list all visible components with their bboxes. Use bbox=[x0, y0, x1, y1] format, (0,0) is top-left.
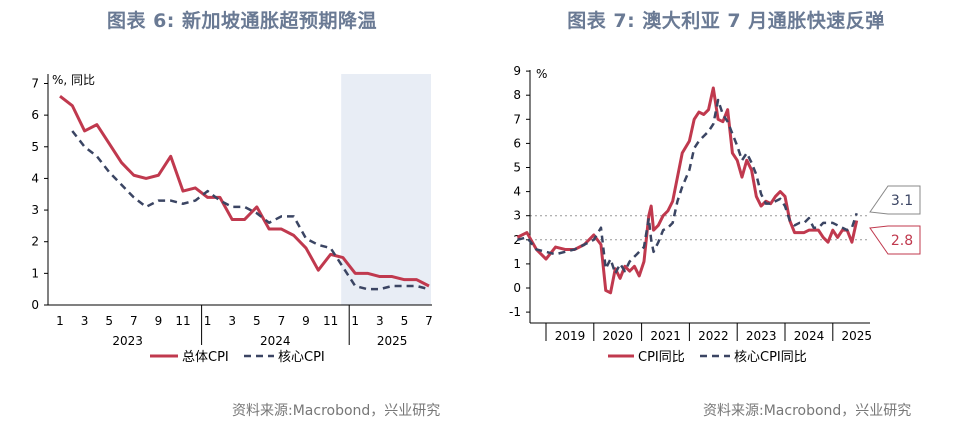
legend-label-cpi: CPI同比 bbox=[638, 350, 685, 365]
x-tick-label: 5 bbox=[253, 314, 261, 328]
x-year-label: 2025 bbox=[842, 329, 873, 343]
chart-title: 图表 6: 新加坡通胀超预期降温 bbox=[106, 10, 378, 32]
y-tick-label: 1 bbox=[513, 257, 521, 271]
series-line-core-cpi bbox=[517, 98, 858, 275]
unit-label: %, 同比 bbox=[52, 73, 95, 87]
x-year-label: 2022 bbox=[698, 329, 729, 343]
x-tick-label: 9 bbox=[155, 314, 163, 328]
y-tick-label: 8 bbox=[513, 88, 521, 102]
x-tick-label: 7 bbox=[278, 314, 286, 328]
annotation-box-cpi bbox=[869, 225, 921, 255]
y-tick-label: -1 bbox=[509, 305, 521, 319]
x-year-label: 2019 bbox=[555, 329, 586, 343]
y-tick-label: 6 bbox=[513, 136, 521, 150]
annotation-value-core: 3.1 bbox=[891, 193, 913, 209]
x-tick-label: 5 bbox=[105, 314, 113, 328]
annotation-value-cpi: 2.8 bbox=[891, 233, 913, 249]
y-tick-label: 0 bbox=[31, 298, 39, 312]
chart-panel-australia: 图表 7: 澳大利亚 7 月通胀快速反弹 -1 0 1 2 3 4 5 6 7 8 9 2019 202… bbox=[484, 0, 968, 424]
x-year-label: 2023 bbox=[746, 329, 777, 343]
series-line-cpi bbox=[516, 86, 859, 295]
australia-cpi-chart: -1 0 1 2 3 4 5 6 7 8 9 2019 2020 2021 2022 2023 2024 2025… bbox=[509, 64, 921, 365]
y-tick-label: 2 bbox=[513, 233, 521, 247]
y-tick-label: 9 bbox=[513, 64, 521, 78]
x-tick-label: 7 bbox=[130, 314, 138, 328]
series-line-headline-cpi bbox=[59, 94, 430, 288]
x-tick-label: 1 bbox=[204, 314, 212, 328]
y-tick-label: 2 bbox=[31, 235, 39, 249]
annotation-box-core bbox=[869, 185, 921, 215]
y-tick-label: 3 bbox=[31, 203, 39, 217]
x-year-label: 2024 bbox=[794, 329, 825, 343]
unit-label: % bbox=[536, 67, 547, 81]
y-tick-label: 1 bbox=[31, 266, 39, 280]
chart-source: 资料来源:Macrobond，兴业研究 bbox=[703, 403, 912, 419]
legend-label-core: 核心CPI同比 bbox=[734, 350, 807, 365]
x-tick-label: 7 bbox=[425, 314, 433, 328]
y-tick-label: 4 bbox=[513, 185, 521, 199]
x-year-label: 2025 bbox=[377, 334, 408, 348]
x-year-label: 2023 bbox=[112, 334, 143, 348]
shaded-period bbox=[341, 74, 431, 305]
y-tick-label: 7 bbox=[31, 76, 39, 90]
x-tick-label: 1 bbox=[351, 314, 359, 328]
x-tick-label: 3 bbox=[228, 314, 236, 328]
chart-source: 资料来源:Macrobond，兴业研究 bbox=[232, 403, 441, 419]
x-tick-label: 5 bbox=[401, 314, 409, 328]
y-tick-label: 6 bbox=[31, 108, 39, 122]
y-tick-label: 7 bbox=[513, 112, 521, 126]
x-year-label: 2020 bbox=[603, 329, 634, 343]
x-tick-label: 9 bbox=[302, 314, 310, 328]
x-tick-label: 11 bbox=[175, 314, 190, 328]
y-tick-label: 4 bbox=[31, 171, 39, 185]
x-tick-label: 1 bbox=[56, 314, 64, 328]
series-line-core-cpi bbox=[71, 130, 430, 291]
x-tick-label: 3 bbox=[81, 314, 89, 328]
chart-panel-singapore: 图表 6: 新加坡通胀超预期降温 0 1 2 3 4 5 6 7 1 3 5 7 9 11 1 3 5 7 9 11 1… bbox=[31, 10, 441, 419]
legend-label-headline: 总体CPI bbox=[182, 350, 229, 365]
y-tick-label: 5 bbox=[513, 161, 521, 175]
chart-title: 图表 7: 澳大利亚 7 月通胀快速反弹 bbox=[567, 10, 885, 32]
y-tick-label: 0 bbox=[513, 281, 521, 295]
x-year-label: 2021 bbox=[650, 329, 681, 343]
y-tick-label: 5 bbox=[31, 140, 39, 154]
y-tick-label: 3 bbox=[513, 209, 521, 223]
x-tick-label: 3 bbox=[376, 314, 384, 328]
x-tick-label: 11 bbox=[323, 314, 338, 328]
x-year-label: 2024 bbox=[260, 334, 291, 348]
legend-label-core: 核心CPI bbox=[278, 350, 325, 365]
